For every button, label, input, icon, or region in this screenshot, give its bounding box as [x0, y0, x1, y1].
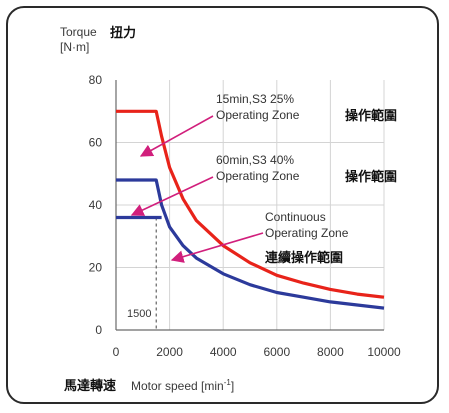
x-tick-label: 4000 [210, 345, 237, 359]
curves [116, 109, 385, 310]
arrow-60min [130, 176, 214, 216]
x-tick-label: 8000 [317, 345, 344, 359]
y-tick-label: 60 [89, 136, 103, 150]
y-axis-label: Torque [60, 25, 97, 39]
y-axis-label-cjk: 扭力 [110, 25, 136, 41]
y-tick-label: 40 [89, 198, 103, 212]
base-speed-marker-label: 1500 [127, 308, 151, 320]
curve-60min-s3-40 [116, 178, 385, 310]
x-axis-label-main: Motor speed [min [131, 379, 224, 393]
legend-continuous-line1: Continuous [265, 210, 326, 224]
x-tick-label: 6000 [263, 345, 290, 359]
legend-60min-line1: 60min,S3 40% [216, 153, 294, 167]
axes [115, 80, 384, 331]
x-axis-label-end: ] [231, 379, 234, 393]
y-tick-labels: 0 20 40 60 80 [89, 73, 103, 337]
x-axis-label: Motor speed [min-1] [131, 378, 234, 393]
y-axis-unit: [N·m] [60, 40, 89, 54]
x-tick-label: 2000 [156, 345, 183, 359]
x-axis-label-cjk: 馬達轉速 [64, 378, 116, 394]
legend-60min-line2: Operating Zone [216, 169, 300, 183]
legend-continuous-cjk: 連續操作範圍 [265, 250, 343, 266]
x-axis-label-sup: -1 [224, 378, 232, 387]
curve-15min-s3-25 [116, 109, 385, 299]
x-tick-label: 0 [113, 345, 120, 359]
y-tick-label: 0 [95, 323, 102, 337]
legend-15min-line2: Operating Zone [216, 108, 300, 122]
zone-arrows [130, 115, 264, 263]
legend-60min-cjk: 操作範圍 [345, 169, 397, 185]
arrow-15min [139, 115, 214, 157]
legend-15min-cjk: 操作範圍 [345, 108, 397, 124]
x-tick-labels: 0 2000 4000 6000 8000 10000 [113, 345, 401, 359]
y-tick-label: 80 [89, 73, 103, 87]
arrow-continuous [170, 232, 264, 263]
y-tick-label: 20 [89, 261, 103, 275]
x-tick-label: 10000 [367, 345, 401, 359]
legend-15min-line1: 15min,S3 25% [216, 92, 294, 106]
legend-continuous-line2: Operating Zone [265, 226, 349, 240]
